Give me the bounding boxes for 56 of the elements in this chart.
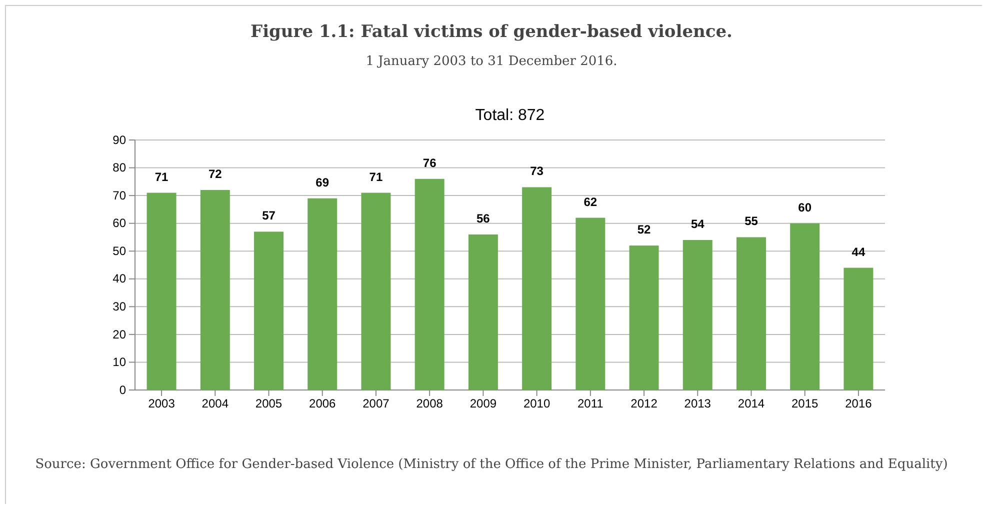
bar — [576, 218, 606, 390]
chart-title: Figure 1.1: Fatal victims of gender-based violence. — [250, 22, 734, 42]
data-label: 69 — [316, 175, 330, 190]
text: Total: 872 — [475, 107, 545, 124]
data-label: 72 — [208, 167, 222, 181]
data-label: 71 — [154, 170, 169, 184]
x-tick-label: 2010 — [523, 396, 550, 411]
bar — [361, 192, 391, 390]
bar — [146, 192, 176, 390]
data-label: 73 — [530, 164, 544, 178]
x-tick-label: 2005 — [255, 396, 282, 411]
y-tick-label: 20 — [112, 327, 126, 342]
bar — [308, 198, 338, 390]
x-tick-label: 2008 — [416, 396, 444, 411]
x-tick-label: 2016 — [845, 396, 872, 411]
source-note: Source: Government Office for Gender-based Violence (Ministry of the Office of the Prime Minister, Parliamentary Relations and Equality) — [34, 456, 949, 474]
bar — [522, 187, 552, 390]
data-label: 71 — [369, 170, 383, 184]
x-tick-label: 2012 — [630, 396, 658, 411]
data-label: 55 — [744, 214, 758, 228]
x-tick-label: 2014 — [738, 396, 765, 411]
bar — [736, 237, 766, 390]
x-tick-label: 2004 — [202, 396, 229, 411]
y-tick-label: 60 — [112, 216, 126, 230]
bar — [629, 246, 659, 390]
y-tick-label: 40 — [112, 272, 126, 286]
chart-subtitle: 1 January 2003 to 31 December 2016. — [364, 54, 618, 69]
data-label: 44 — [852, 244, 866, 259]
x-tick-label: 2006 — [309, 396, 336, 411]
bar — [844, 268, 874, 390]
x-tick-label: 2009 — [470, 396, 497, 411]
y-tick-label: 90 — [112, 132, 126, 147]
bar — [254, 232, 284, 390]
y-tick-label: 0 — [119, 382, 126, 397]
bar — [414, 178, 444, 390]
y-tick-label: 30 — [112, 300, 126, 314]
x-tick-label: 2003 — [148, 396, 176, 411]
y-tick-label: 10 — [112, 355, 126, 370]
data-label: 57 — [262, 208, 276, 223]
x-tick-label: 2011 — [578, 396, 604, 411]
data-label: 76 — [422, 156, 437, 170]
data-label: 62 — [584, 194, 598, 209]
data-label: 52 — [637, 222, 652, 237]
bar — [790, 223, 820, 390]
x-tick-label: 2013 — [684, 396, 712, 411]
data-label: 54 — [690, 217, 705, 231]
y-tick-label: 50 — [112, 244, 126, 258]
bar — [682, 240, 712, 390]
y-tick-label: 70 — [112, 188, 126, 202]
y-tick-label: 80 — [112, 160, 126, 175]
x-tick-label: 2015 — [792, 396, 819, 411]
bar — [468, 234, 498, 390]
data-label: 60 — [798, 200, 812, 214]
data-label: 56 — [476, 211, 490, 226]
bar — [200, 190, 230, 390]
x-tick-label: 2007 — [362, 396, 390, 411]
